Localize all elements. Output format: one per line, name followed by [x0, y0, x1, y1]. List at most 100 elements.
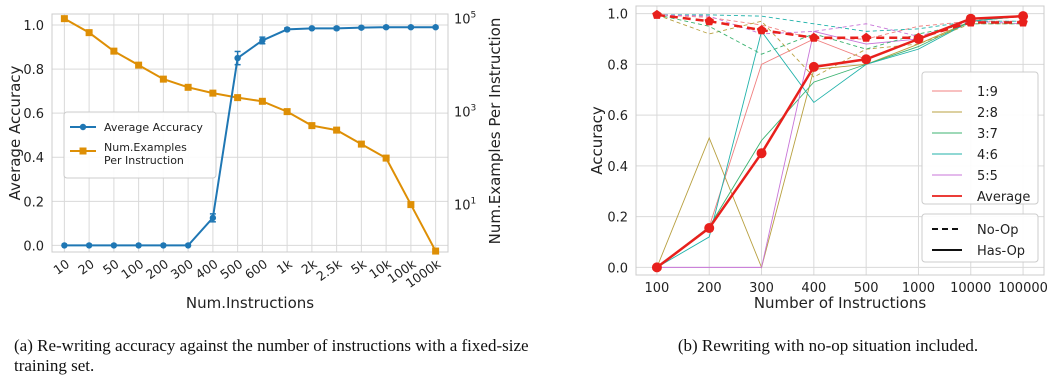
examples-marker	[382, 154, 390, 162]
y-tick-label: 0.2	[607, 211, 628, 226]
series-line	[656, 14, 1024, 55]
legend-box-a	[63, 111, 217, 179]
examples-marker	[308, 122, 316, 130]
y-axis-label: Average Accuracy	[6, 65, 24, 200]
examples-marker	[258, 97, 266, 105]
accuracy-marker	[61, 242, 68, 249]
average-noop-marker	[809, 32, 819, 42]
legend-label: 4:6	[977, 148, 998, 163]
y-tick-label: 1.0	[23, 19, 44, 34]
average-noop-marker	[704, 16, 714, 26]
average-noop-marker	[652, 9, 662, 19]
average-marker	[808, 61, 819, 72]
x-tick-label: 20	[75, 256, 97, 277]
legend-b-colors: 1:9 2:8 3:7 4:6 5:5 Average	[921, 71, 1039, 205]
accuracy-marker	[184, 242, 192, 249]
examples-marker	[407, 201, 415, 209]
x-tick-label: 100	[118, 256, 146, 282]
x-tick-label: 500	[217, 256, 245, 282]
y2-tick-label: 103	[454, 104, 476, 121]
x-tick-label: 400	[801, 281, 826, 296]
legend-marker-accuracy	[79, 123, 87, 131]
x-tick-label: 200	[697, 281, 722, 296]
average-noop-line	[656, 13, 1024, 39]
accuracy-marker	[333, 25, 340, 32]
y-axis-label: Accuracy	[588, 106, 606, 175]
legend-b-styles: No-Op Has-Op	[921, 213, 1039, 263]
x-tick-label: 100	[645, 281, 670, 296]
y-tick-label: 0.2	[23, 195, 44, 210]
accuracy-marker	[308, 25, 316, 32]
x-tick-label: 1k	[274, 256, 296, 277]
x-tick-label: 300	[168, 256, 196, 282]
chart-a: 0.0 0.2 0.4 0.6 0.8 1.0 10 20 501002003004005006…	[6, 11, 504, 312]
x-tick-label: 50	[100, 256, 122, 277]
y-tick-label: 0.6	[607, 109, 628, 124]
series-line	[656, 14, 1024, 32]
examples-marker	[432, 247, 440, 255]
legend-label: 1:9	[977, 85, 998, 100]
average-noop-marker	[966, 17, 976, 27]
y-tick-label: 0.0	[607, 261, 628, 276]
x-tick-label: 400	[192, 256, 220, 282]
legend-label-accuracy: Average Accuracy	[104, 121, 203, 134]
accuracy-marker	[259, 37, 266, 44]
accuracy-marker	[358, 24, 365, 31]
examples-marker	[184, 83, 192, 91]
y-tick-label: 0.8	[607, 58, 628, 73]
x-tick-label: 200	[143, 256, 171, 282]
examples-marker	[357, 140, 365, 148]
average-marker	[704, 223, 715, 234]
legend-label: 2:8	[977, 106, 998, 121]
examples-marker	[110, 47, 118, 55]
y2-tick-label: 105	[454, 11, 476, 28]
series-line-examples	[63, 17, 437, 252]
average-line	[656, 14, 1024, 269]
y-tick-label: 0.0	[23, 239, 44, 254]
series-line	[656, 14, 1024, 78]
average-noop-marker	[756, 25, 767, 35]
caption-b: (b) Rewriting with no-op situation inclu…	[677, 336, 979, 355]
accuracy-marker	[85, 242, 93, 249]
legend-label: 3:7	[977, 127, 998, 142]
legend-label: Average	[977, 190, 1030, 205]
chart-b: 0.0 0.2 0.4 0.6 0.8 1.0 100 200 300 400 500 1000 100…	[588, 5, 1048, 312]
series-line-accuracy	[64, 26, 436, 247]
average-marker	[756, 148, 767, 159]
examples-marker	[135, 61, 143, 69]
y-tick-label: 0.4	[23, 151, 44, 166]
figure: 0.00.20.40.60.81.010 20 501002003004005006…	[6, 5, 1048, 312]
average-marker	[861, 54, 872, 65]
x-tick-label: 10	[50, 256, 72, 277]
x-axis-label: Number of Instructions	[754, 294, 927, 312]
y-tick-label: 0.4	[607, 160, 628, 175]
legend-label-hasop: Has-Op	[977, 244, 1025, 259]
x-tick-label: 10000	[950, 281, 991, 296]
examples-marker	[85, 29, 93, 37]
x-tick-label: 100000	[998, 281, 1048, 296]
legend-marker-examples	[79, 147, 87, 155]
legend-label-examples-1: Num.Examples	[104, 141, 187, 154]
y-tick-label: 1.0	[607, 8, 628, 23]
accuracy-marker	[160, 242, 167, 249]
x-tick-label: 1000	[902, 281, 935, 296]
y2-tick-label: 101	[454, 197, 476, 214]
x-tick-label: 2.5k	[314, 256, 345, 284]
accuracy-marker	[407, 24, 415, 31]
x-tick-label: 300	[749, 281, 774, 296]
examples-marker	[283, 108, 291, 116]
accuracy-marker	[382, 24, 390, 31]
average-marker	[1018, 11, 1029, 22]
legend-label-noop: No-Op	[977, 223, 1018, 238]
examples-marker	[234, 94, 242, 102]
average-noop-marker	[861, 32, 871, 42]
x-tick-label: 600	[242, 256, 270, 282]
legend-label: 5:5	[977, 169, 998, 184]
average-marker	[651, 262, 662, 273]
accuracy-marker	[110, 242, 118, 249]
legend-box-colors	[921, 71, 1039, 205]
y2-axis-label: Num.Examples Per Instruction	[486, 18, 504, 245]
plot-frame-a	[51, 13, 449, 253]
accuracy-marker	[234, 54, 241, 62]
